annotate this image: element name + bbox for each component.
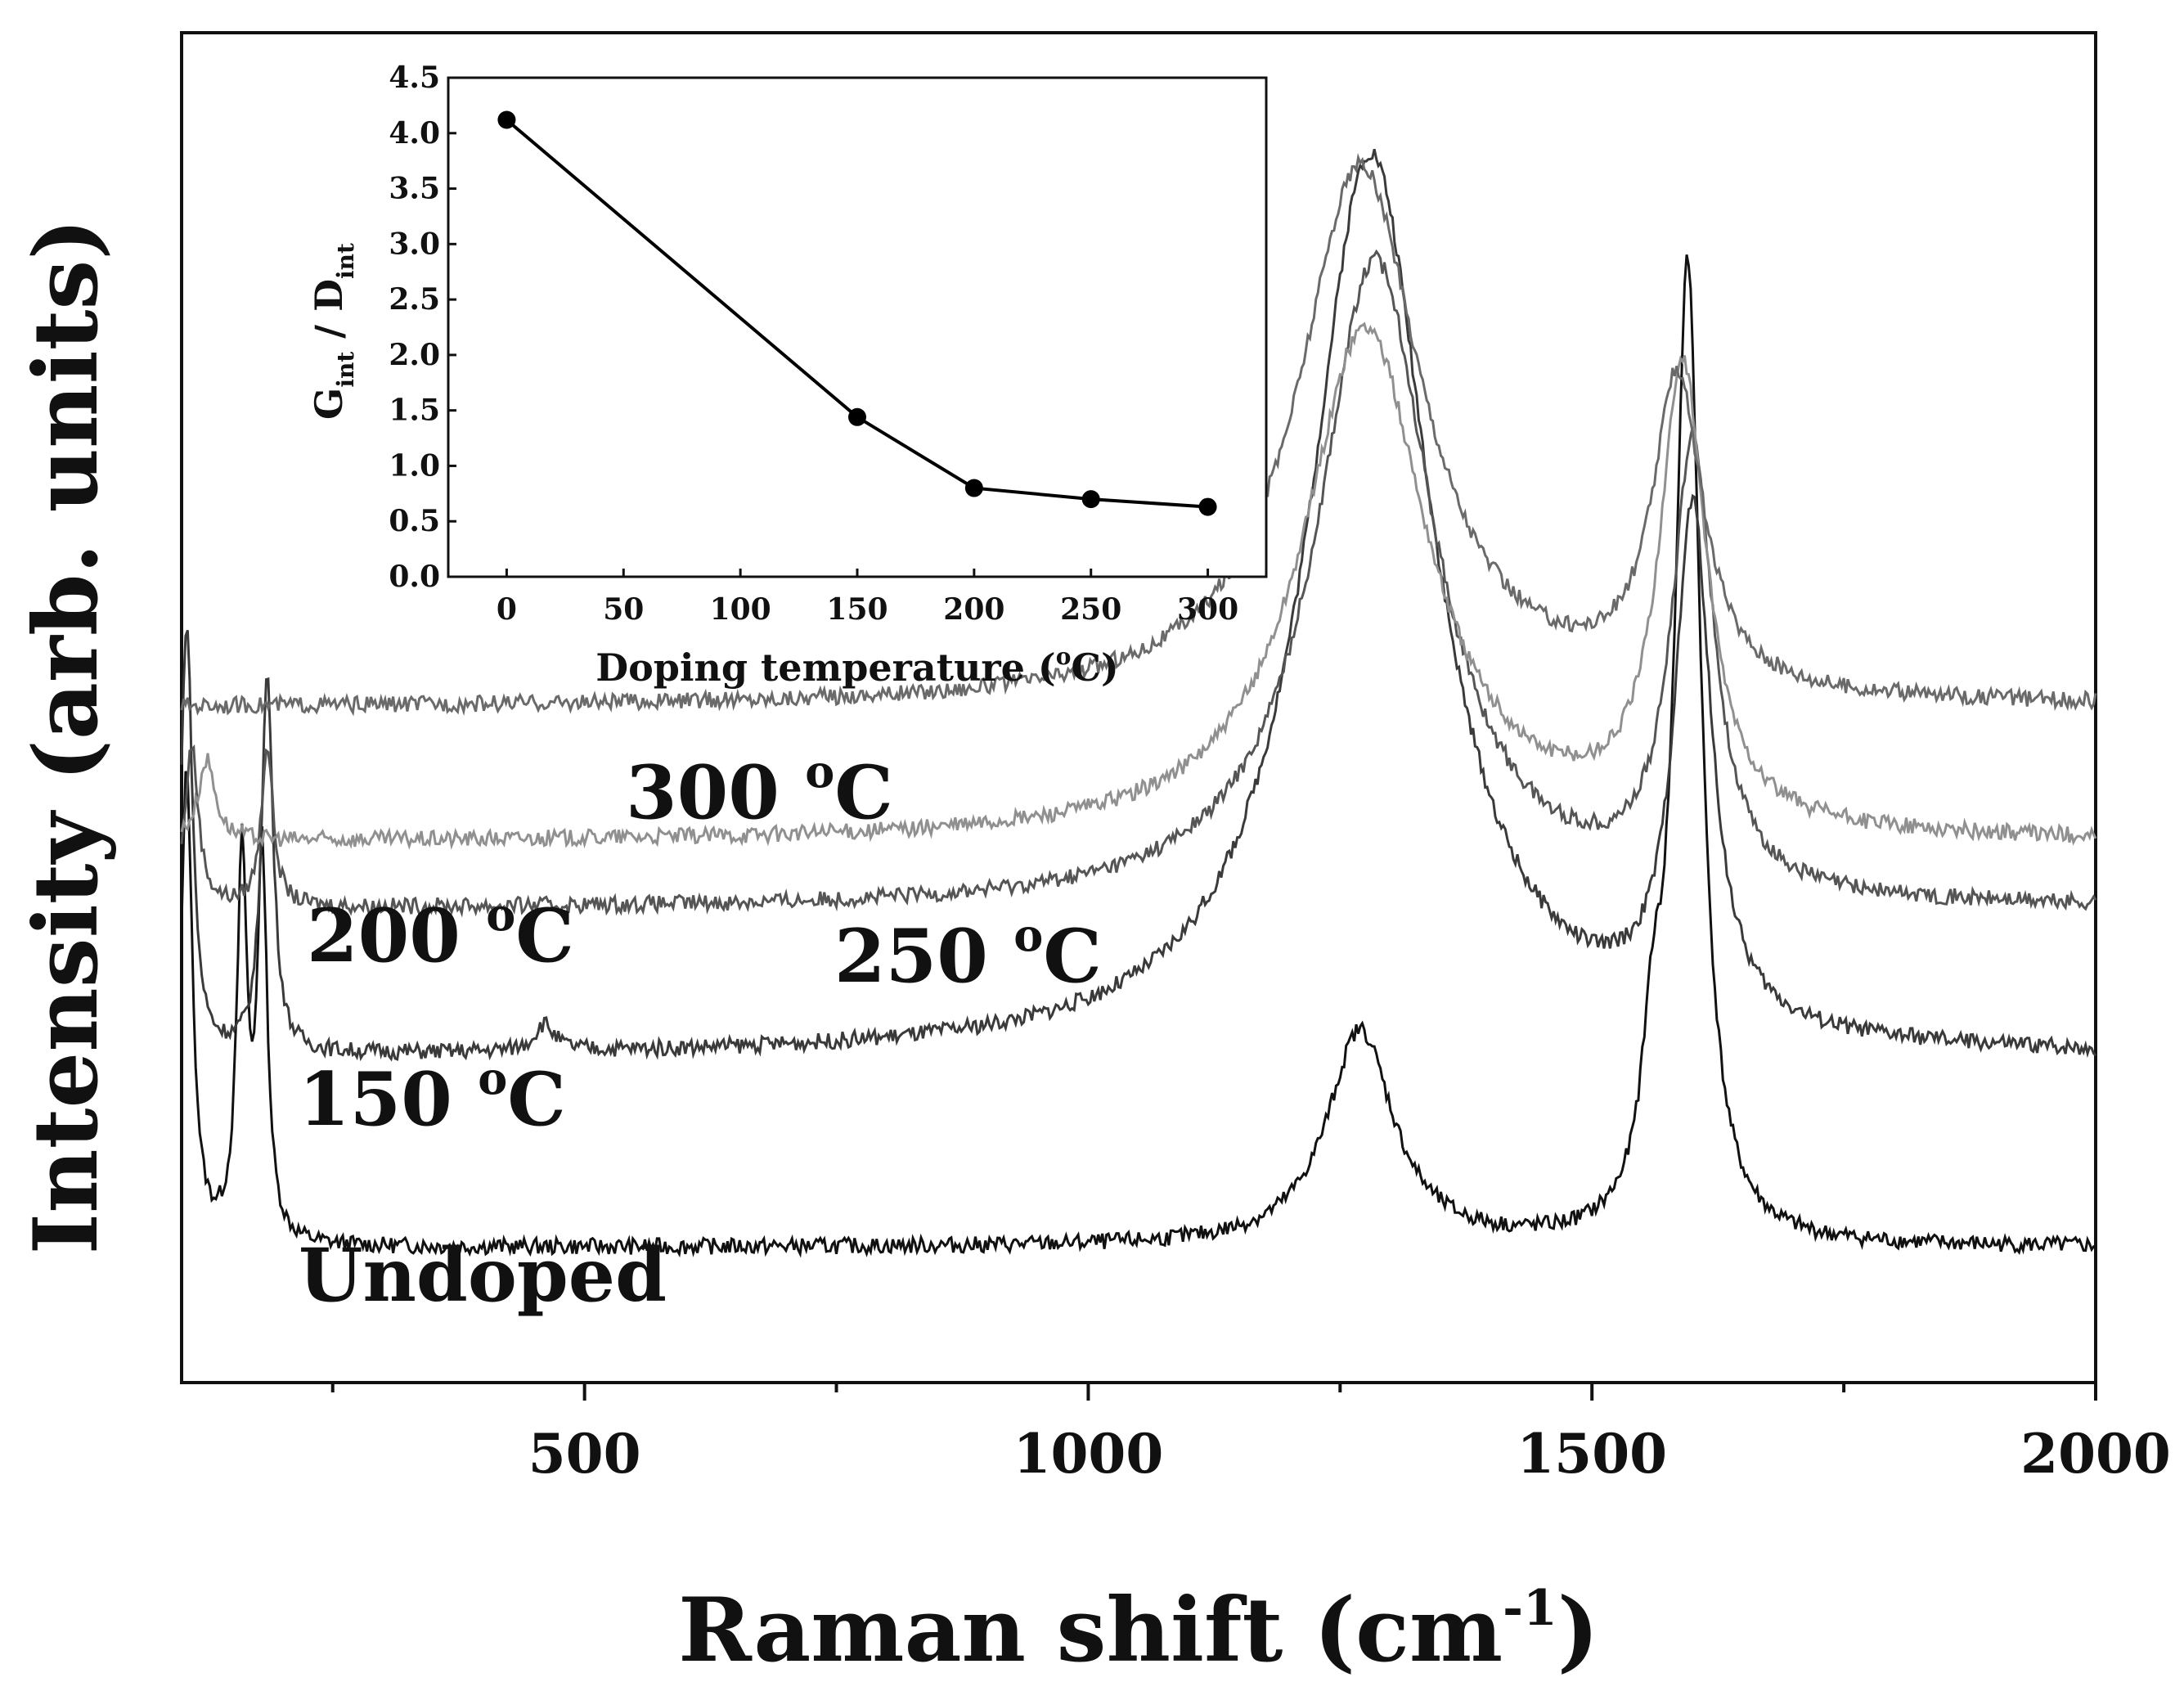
main-y-axis-label: Intensity (arb. units)	[15, 218, 118, 1255]
inset-data-point	[1198, 497, 1217, 516]
inset-background	[448, 78, 1266, 577]
series-label-150: 150 oC	[299, 1052, 566, 1143]
inset-y-tick-label: 2.0	[389, 338, 440, 372]
inset-data-point	[1081, 490, 1100, 509]
inset-y-axis-label: Gint / Dint	[307, 243, 359, 420]
inset-x-tick-label: 150	[826, 592, 888, 627]
inset-y-tick-label: 4.0	[389, 116, 440, 151]
inset-y-axis-ticks: 0.0 0.5 1.0 1.5 2.0 2.5 3.0 3.5 4.0 4.5	[389, 61, 456, 594]
main-x-axis-label: Raman shift (cm-1)	[678, 1579, 1599, 1682]
inset-x-axis-label: Doping temperature (oC)	[595, 643, 1119, 690]
series-label-200: 200 oC	[307, 888, 574, 979]
main-x-tick-label: 1000	[1013, 1422, 1164, 1486]
inset-x-tick-label: 100	[710, 592, 771, 627]
series-label-undoped: Undoped	[299, 1232, 667, 1319]
main-x-tick-label: 500	[528, 1422, 641, 1486]
inset-data-point	[497, 110, 516, 129]
main-x-tick-label: 1500	[1517, 1422, 1667, 1486]
main-x-tick-label: 2000	[2020, 1422, 2171, 1486]
main-x-axis-ticks: 500 1000 1500 2000	[330, 1383, 2171, 1486]
inset-y-tick-label: 0.0	[389, 560, 440, 594]
series-label-250: 250 oC	[834, 909, 1102, 1000]
inset-x-tick-label: 200	[943, 592, 1004, 627]
inset-data-point	[964, 479, 983, 497]
inset-x-tick-label: 0	[497, 592, 517, 627]
inset-y-tick-label: 2.5	[389, 282, 440, 317]
inset-x-tick-label: 250	[1060, 592, 1121, 627]
spectrum-line	[180, 249, 2097, 918]
spectrum-line	[180, 322, 2097, 850]
inset-y-tick-label: 3.5	[389, 172, 440, 206]
inset-data-point	[848, 407, 866, 426]
inset-ratio-series	[497, 110, 1217, 516]
inset-y-tick-label: 1.5	[389, 394, 440, 428]
inset-y-tick-label: 3.0	[389, 227, 440, 261]
spectrum-line	[180, 254, 2096, 1258]
inset-x-tick-label: 300	[1177, 592, 1238, 627]
inset-x-axis-ticks: 0 50 100 150 200 250 300	[497, 569, 1238, 627]
series-label-300: 300 oC	[626, 745, 893, 836]
spectrum-line	[180, 152, 2097, 717]
inset-y-tick-label: 4.5	[389, 61, 440, 95]
inset-y-tick-label: 1.0	[389, 448, 440, 483]
main-spectra-group	[180, 148, 2097, 1258]
inset-x-tick-label: 50	[603, 592, 644, 627]
spectrum-line	[180, 148, 2097, 1062]
inset-y-tick-label: 0.5	[389, 504, 440, 538]
